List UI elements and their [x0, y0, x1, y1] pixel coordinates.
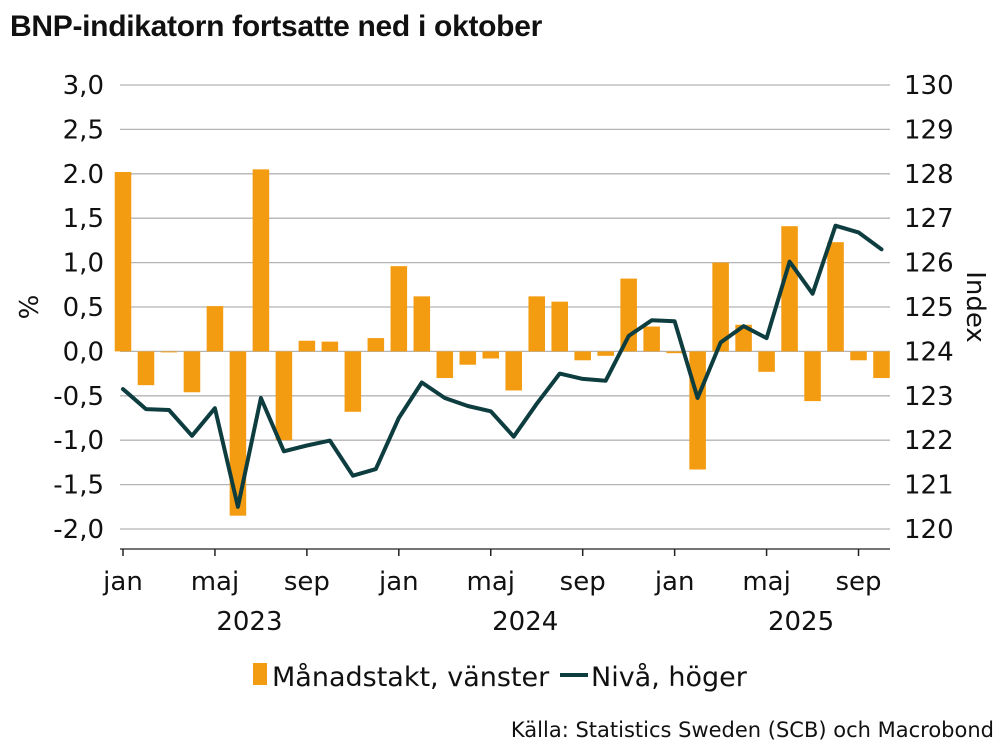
right-tick-label: 124: [904, 337, 954, 367]
year-label: 2025: [768, 607, 834, 637]
bar: [459, 351, 477, 365]
bar: [781, 226, 798, 352]
left-tick-label: -1,5: [53, 471, 104, 501]
bar: [229, 351, 247, 516]
bar: [620, 278, 637, 352]
bar: [804, 351, 821, 402]
bar: [298, 340, 316, 352]
bar: [551, 301, 568, 352]
bar: [183, 351, 201, 393]
bar: [137, 351, 155, 386]
legend-bar-swatch: [253, 663, 267, 685]
bar-series: [114, 169, 890, 516]
right-tick-label: 130: [904, 71, 954, 101]
bar: [528, 296, 546, 352]
bar: [482, 351, 500, 359]
gridlines: [120, 84, 890, 530]
x-tick-label: sep: [284, 567, 330, 597]
chart-title: BNP-indikatorn fortsatte ned i oktober: [10, 10, 542, 43]
right-tick-label: 120: [904, 515, 954, 545]
bar: [712, 262, 729, 352]
bar: [827, 242, 844, 352]
bar: [275, 351, 293, 441]
legend-bar-label: Månadstakt, vänster: [272, 662, 550, 693]
right-tick-label: 126: [904, 249, 954, 279]
year-label: 2024: [492, 607, 558, 637]
left-tick-label: 1,5: [63, 204, 104, 234]
right-tick-label: 121: [904, 471, 954, 501]
bar: [574, 351, 591, 361]
left-tick-label: -0,5: [53, 382, 104, 412]
bar: [252, 169, 270, 352]
bar: [758, 351, 775, 372]
x-tick-label: maj: [191, 567, 239, 597]
right-tick-label: 123: [904, 382, 954, 412]
x-tick-label: maj: [742, 567, 790, 597]
left-tick-label: 0,0: [63, 337, 104, 367]
line-series: [121, 223, 884, 509]
bar: [206, 306, 224, 352]
x-tick-label: jan: [654, 567, 695, 597]
left-tick-label: 2.0: [63, 160, 104, 190]
bar: [367, 338, 385, 352]
bar: [160, 351, 178, 353]
x-tick-label: maj: [467, 567, 515, 597]
left-tick-label: 3,0: [63, 71, 104, 101]
bar: [321, 341, 339, 352]
left-tick-label: -2,0: [53, 515, 104, 545]
source-note: Källa: Statistics Sweden (SCB) och Macro…: [510, 718, 994, 742]
bar: [505, 351, 523, 391]
bar: [436, 351, 454, 379]
right-axis-title: Index: [960, 271, 990, 343]
legend-line-label: Nivå, höger: [591, 662, 748, 693]
bar: [413, 296, 431, 352]
left-tick-label: -1,0: [53, 426, 104, 456]
legend: Månadstakt, vänster Nivå, höger: [253, 662, 748, 693]
x-tick-label: jan: [102, 567, 143, 597]
x-tick-label: jan: [378, 567, 419, 597]
bar: [390, 266, 408, 352]
bar: [689, 351, 706, 470]
bar: [643, 326, 660, 352]
bar: [850, 351, 867, 361]
left-tick-label: 2,5: [63, 115, 104, 145]
left-tick-label: 0,5: [63, 293, 104, 323]
left-tick-label: 1,0: [63, 249, 104, 279]
left-axis-ticks: 3,0 2,5 2.0 1,5 1,0 0,5 0,0 -0,5 -1,0 -1,5 -2,0: [53, 71, 104, 545]
bar: [344, 351, 362, 412]
right-tick-label: 125: [904, 293, 954, 323]
bar: [114, 172, 132, 352]
bar: [597, 351, 614, 356]
right-tick-label: 129: [904, 115, 954, 145]
bar: [666, 351, 683, 354]
left-axis-title: %: [15, 295, 45, 320]
right-axis-ticks: 130 129 128 127 126 125 124 123 122 121 120: [904, 71, 954, 545]
x-tick-label: sep: [560, 567, 606, 597]
right-tick-label: 127: [904, 204, 954, 234]
level-line: [121, 223, 884, 509]
right-tick-label: 122: [904, 426, 954, 456]
right-tick-label: 128: [904, 160, 954, 190]
bar: [873, 351, 890, 379]
x-tick-label: sep: [835, 567, 881, 597]
year-label: 2023: [216, 607, 282, 637]
